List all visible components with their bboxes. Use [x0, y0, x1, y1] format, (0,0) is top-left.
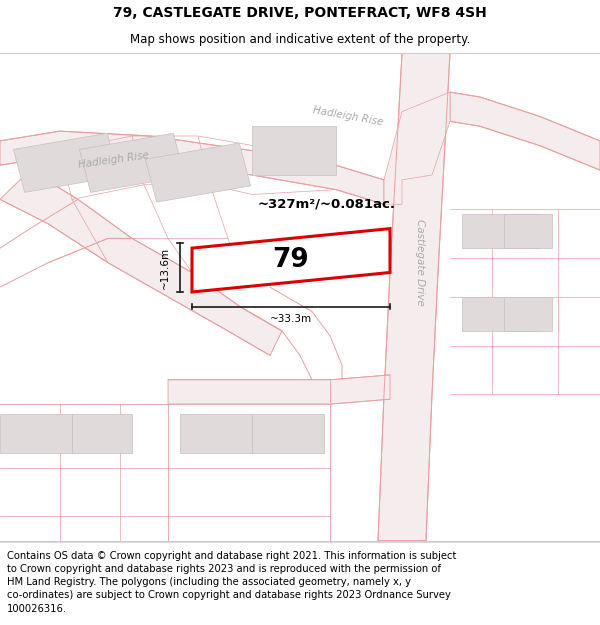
Text: 79, CASTLEGATE DRIVE, PONTEFRACT, WF8 4SH: 79, CASTLEGATE DRIVE, PONTEFRACT, WF8 4S…: [113, 6, 487, 20]
Polygon shape: [0, 131, 384, 204]
Bar: [252, 414, 324, 453]
Bar: [145, 143, 251, 202]
Bar: [0, 414, 72, 453]
Bar: [462, 297, 540, 331]
Bar: [462, 214, 540, 248]
Polygon shape: [168, 375, 390, 404]
Polygon shape: [450, 92, 600, 170]
Bar: [252, 126, 336, 175]
Polygon shape: [192, 229, 390, 292]
Text: ~33.3m: ~33.3m: [270, 314, 312, 324]
Polygon shape: [378, 53, 450, 541]
Text: ~327m²/~0.081ac.: ~327m²/~0.081ac.: [258, 198, 396, 211]
Polygon shape: [0, 170, 282, 356]
Polygon shape: [384, 92, 450, 204]
Bar: [504, 214, 552, 248]
Bar: [13, 133, 119, 192]
Text: 79: 79: [272, 248, 310, 273]
Bar: [72, 414, 132, 453]
Text: Contains OS data © Crown copyright and database right 2021. This information is : Contains OS data © Crown copyright and d…: [7, 551, 457, 614]
Text: ~13.6m: ~13.6m: [160, 246, 170, 289]
Bar: [504, 297, 552, 331]
Text: Hadleigh Rise: Hadleigh Rise: [312, 106, 384, 127]
Text: Castlegate Drive: Castlegate Drive: [415, 219, 425, 306]
Text: Map shows position and indicative extent of the property.: Map shows position and indicative extent…: [130, 33, 470, 46]
Bar: [79, 133, 185, 192]
Bar: [180, 414, 252, 453]
Text: Hadleigh Rise: Hadleigh Rise: [78, 151, 150, 170]
